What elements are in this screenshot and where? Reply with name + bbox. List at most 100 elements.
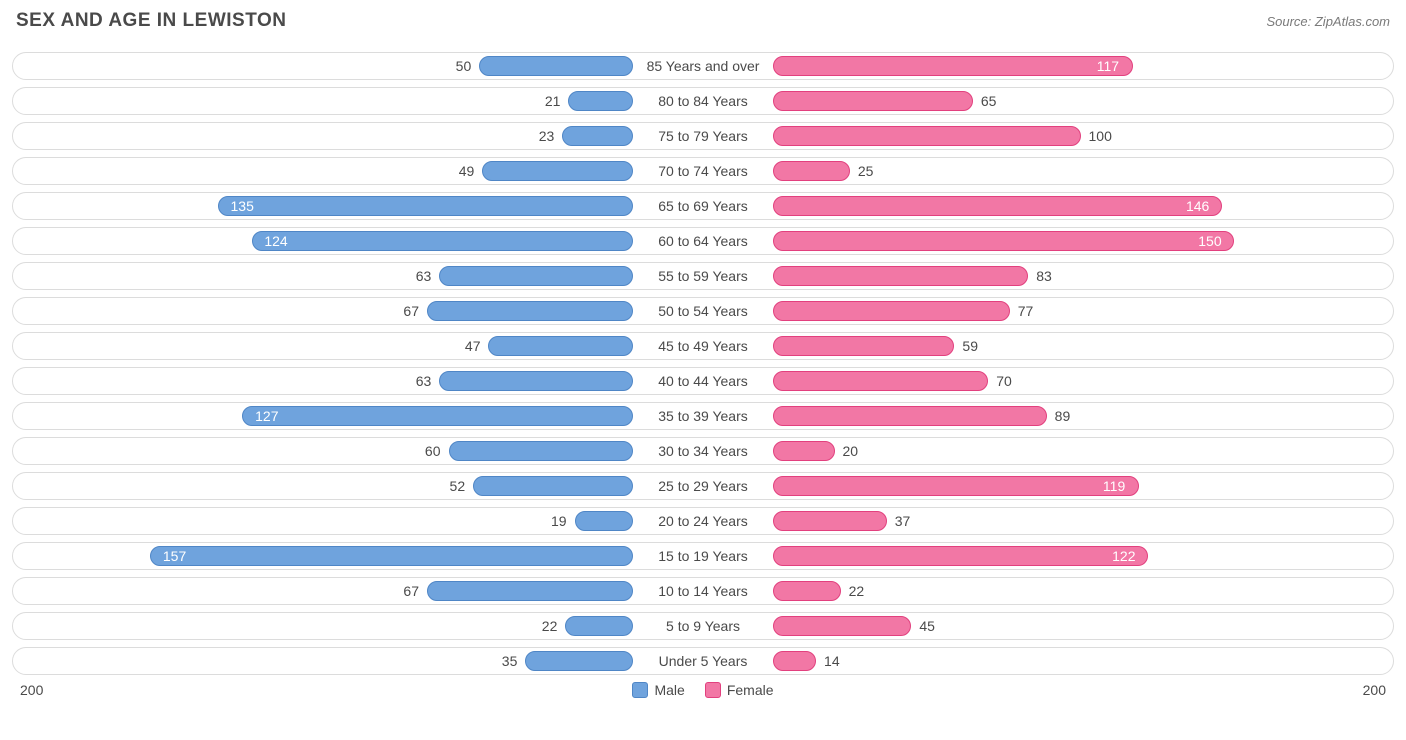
pyramid-row: 45 to 49 Years 47 59 — [12, 332, 1394, 360]
male-value: 127 — [255, 408, 278, 424]
axis-label-left: 200 — [20, 682, 43, 698]
female-bar — [773, 651, 816, 671]
female-value: 70 — [996, 373, 1012, 389]
pyramid-row: 10 to 14 Years6722 — [12, 577, 1394, 605]
axis-label-right: 200 — [1363, 682, 1386, 698]
pyramid-row: 30 to 34 Years 60 20 — [12, 437, 1394, 465]
female-value: 146 — [1186, 198, 1209, 214]
pyramid-row: 80 to 84 Years2165 — [12, 87, 1394, 115]
male-bar — [439, 371, 633, 391]
male-value: 35 — [502, 653, 518, 669]
age-group-label: 45 to 49 Years — [654, 338, 752, 354]
chart-area: 85 Years and over5011780 to 84 Years2165… — [12, 52, 1394, 675]
male-value: 60 — [425, 443, 441, 459]
female-value: 22 — [849, 583, 865, 599]
male-bar — [525, 651, 633, 671]
male-value: 21 — [545, 93, 561, 109]
age-group-label: 35 to 39 Years — [654, 408, 752, 424]
male-bar — [427, 301, 633, 321]
female-value: 14 — [824, 653, 840, 669]
male-value: 63 — [416, 268, 432, 284]
male-value: 23 — [539, 128, 555, 144]
age-group-label: 60 to 64 Years — [654, 233, 752, 249]
male-bar — [562, 126, 633, 146]
female-bar — [773, 301, 1010, 321]
female-value: 89 — [1055, 408, 1071, 424]
pyramid-row: 15 to 19 Years157122 — [12, 542, 1394, 570]
age-group-label: 85 Years and over — [643, 58, 764, 74]
male-bar — [218, 196, 633, 216]
chart-source: Source: ZipAtlas.com — [1266, 14, 1390, 29]
female-value: 37 — [895, 513, 911, 529]
female-value: 83 — [1036, 268, 1052, 284]
female-value: 119 — [1103, 478, 1125, 494]
female-value: 77 — [1018, 303, 1034, 319]
female-bar — [773, 476, 1139, 496]
male-bar — [252, 231, 633, 251]
male-value: 63 — [416, 373, 432, 389]
pyramid-row: 85 Years and over 50 117 — [12, 52, 1394, 80]
female-bar — [773, 91, 973, 111]
female-value: 65 — [981, 93, 997, 109]
male-value: 67 — [403, 303, 419, 319]
female-bar — [773, 371, 988, 391]
male-value: 67 — [403, 583, 419, 599]
age-group-label: 75 to 79 Years — [654, 128, 752, 144]
male-value: 47 — [465, 338, 481, 354]
age-group-label: 70 to 74 Years — [654, 163, 752, 179]
female-value: 100 — [1089, 128, 1112, 144]
pyramid-row: 60 to 64 Years 124 150 — [12, 227, 1394, 255]
male-value: 50 — [456, 58, 472, 74]
female-bar — [773, 161, 850, 181]
female-bar — [773, 581, 841, 601]
female-value: 45 — [919, 618, 935, 634]
age-group-label: 55 to 59 Years — [654, 268, 752, 284]
legend: Male Female — [12, 682, 1394, 698]
pyramid-row: 65 to 69 Years 135 146 — [12, 192, 1394, 220]
legend-female-label: Female — [727, 682, 774, 698]
female-bar — [773, 616, 911, 636]
female-value: 20 — [843, 443, 859, 459]
age-group-label: 65 to 69 Years — [654, 198, 752, 214]
pyramid-row: 50 to 54 Years6777 — [12, 297, 1394, 325]
female-bar — [773, 546, 1148, 566]
female-bar — [773, 511, 887, 531]
legend-female: Female — [705, 682, 774, 698]
chart-title: SEX AND AGE IN LEWISTON — [16, 10, 287, 32]
legend-male-label: Male — [654, 682, 684, 698]
male-value: 19 — [551, 513, 567, 529]
pyramid-row: 25 to 29 Years52119 — [12, 472, 1394, 500]
legend-male: Male — [632, 682, 684, 698]
male-value: 124 — [264, 233, 287, 249]
male-value: 22 — [542, 618, 558, 634]
pyramid-row: 55 to 59 Years 63 83 — [12, 262, 1394, 290]
legend-female-swatch — [705, 682, 721, 698]
male-bar — [439, 266, 633, 286]
age-group-label: 40 to 44 Years — [654, 373, 752, 389]
female-value: 59 — [962, 338, 978, 354]
pyramid-row: 20 to 24 Years 19 37 — [12, 507, 1394, 535]
female-bar — [773, 441, 835, 461]
pyramid-row: 40 to 44 Years 63 70 — [12, 367, 1394, 395]
age-group-label: 20 to 24 Years — [654, 513, 752, 529]
male-bar — [427, 581, 633, 601]
age-group-label: 15 to 19 Years — [654, 548, 752, 564]
male-bar — [449, 441, 634, 461]
male-bar — [479, 56, 633, 76]
female-bar — [773, 56, 1133, 76]
pyramid-row: Under 5 Years 35 14 — [12, 647, 1394, 675]
female-value: 25 — [858, 163, 874, 179]
female-value: 117 — [1097, 58, 1119, 74]
female-bar — [773, 336, 954, 356]
female-value: 150 — [1198, 233, 1221, 249]
age-group-label: 30 to 34 Years — [654, 443, 752, 459]
male-bar — [488, 336, 633, 356]
male-bar — [242, 406, 633, 426]
male-bar — [473, 476, 633, 496]
pyramid-row: 35 to 39 Years 127 89 — [12, 402, 1394, 430]
female-bar — [773, 231, 1234, 251]
male-bar — [568, 91, 633, 111]
age-group-label: Under 5 Years — [655, 653, 752, 669]
pyramid-row: 70 to 74 Years4925 — [12, 157, 1394, 185]
male-value: 135 — [231, 198, 254, 214]
